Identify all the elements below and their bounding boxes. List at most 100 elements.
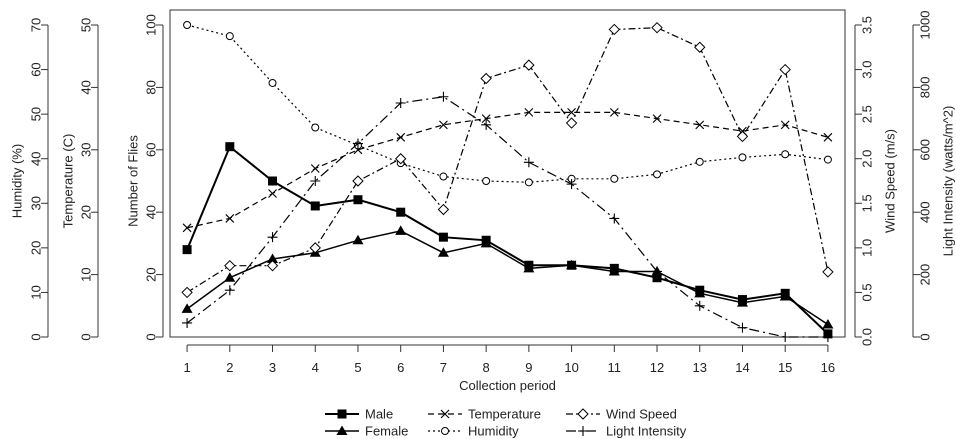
- x-tick-label: 10: [564, 360, 578, 375]
- wind-tick-label: 2.5: [860, 105, 875, 123]
- point-male: [396, 207, 406, 217]
- point-humidity: [695, 157, 704, 166]
- flies-tick-label: 40: [144, 205, 159, 219]
- point-female: [480, 237, 492, 248]
- series-line-male: [186, 145, 829, 335]
- point-temperature: [780, 120, 790, 130]
- point-wind-speed: [822, 266, 834, 278]
- legend-item-female: Female: [325, 424, 408, 439]
- flies-axis-title: Number of Flies: [126, 135, 141, 227]
- temperature-tick-label: 10: [79, 267, 94, 281]
- point-light-intensity: [481, 119, 492, 130]
- legend-label-male: Male: [365, 407, 393, 422]
- humidity-tick-label: 60: [29, 62, 44, 76]
- point-female: [352, 234, 364, 245]
- x-tick-label: 15: [778, 360, 792, 375]
- point-female: [523, 262, 535, 273]
- point-light-intensity: [822, 332, 833, 342]
- light-tick-label: 400: [918, 201, 933, 223]
- wind-tick-label: 0.0: [860, 328, 875, 346]
- flies-tick-label: 80: [144, 80, 159, 94]
- point-humidity: [183, 21, 192, 29]
- x-tick-label: 9: [525, 360, 532, 375]
- point-temperature: [481, 114, 491, 123]
- x-tick-label: 2: [226, 360, 233, 375]
- legend-label-humidity: Humidity: [468, 424, 519, 439]
- temperature-tick-label: 0: [79, 333, 94, 340]
- series-line-wind-speed: [186, 27, 829, 293]
- point-humidity: [268, 78, 277, 87]
- series-temperature: [182, 107, 833, 233]
- point-wind-speed: [181, 286, 193, 299]
- wind-tick-label: 1.5: [860, 194, 875, 212]
- legend-label-light-intensity: Light Intensity: [606, 424, 687, 439]
- point-light-intensity: [694, 300, 705, 311]
- series-female: [181, 225, 834, 329]
- x-tick-label: 16: [821, 360, 835, 375]
- point-wind-speed: [266, 259, 279, 272]
- point-light-intensity: [523, 157, 534, 168]
- x-tick-label: 5: [354, 360, 361, 375]
- wind-tick-label: 3.0: [860, 61, 875, 79]
- light-tick-label: 600: [918, 139, 933, 161]
- legend-marker-light-intensity: [578, 426, 588, 436]
- point-humidity: [311, 123, 320, 132]
- point-light-intensity: [224, 285, 235, 296]
- point-wind-speed: [480, 72, 492, 85]
- point-light-intensity: [566, 179, 577, 190]
- legend-item-wind-speed: Wind Speed: [566, 407, 677, 422]
- wind-tick-label: 1.0: [860, 239, 875, 257]
- point-wind-speed: [565, 117, 578, 129]
- point-humidity: [653, 170, 662, 179]
- point-female: [694, 287, 706, 298]
- flies-tick-label: 20: [144, 267, 159, 281]
- point-wind-speed: [608, 23, 621, 36]
- plot-frame: [169, 9, 846, 338]
- point-female: [395, 225, 407, 235]
- series-line-light-intensity: [186, 96, 828, 338]
- light-axis-title: Light Intensity (watts/m^2): [941, 106, 956, 257]
- plot-box: [169, 9, 846, 338]
- point-temperature: [268, 189, 277, 198]
- light-tick-label: 800: [918, 77, 933, 99]
- point-humidity: [823, 155, 832, 164]
- point-temperature: [609, 107, 619, 117]
- legend-marker-temperature: [440, 409, 450, 419]
- humidity-axis-title: Humidity (%): [10, 144, 25, 218]
- legend-marker-humidity: [441, 427, 449, 435]
- point-female: [224, 272, 236, 282]
- point-wind-speed: [736, 130, 749, 143]
- point-temperature: [695, 120, 705, 130]
- series-light-intensity: [182, 91, 833, 342]
- legend-item-male: Male: [325, 407, 393, 422]
- x-tick-label: 8: [483, 360, 490, 375]
- point-temperature: [524, 107, 534, 117]
- humidity-tick-label: 40: [29, 151, 44, 165]
- point-male: [310, 201, 320, 211]
- point-light-intensity: [609, 213, 620, 224]
- legend-label-female: Female: [365, 424, 408, 439]
- temperature-axis-title: Temperature (C): [61, 134, 76, 229]
- humidity-tick-label: 20: [29, 241, 44, 255]
- point-female: [608, 265, 620, 276]
- legend-marker-male: [337, 409, 347, 419]
- point-female: [736, 297, 748, 307]
- point-wind-speed: [224, 259, 236, 272]
- point-humidity: [610, 174, 619, 183]
- point-temperature: [652, 114, 662, 123]
- point-humidity: [482, 177, 491, 185]
- point-light-intensity: [352, 138, 363, 149]
- x-tick-label: 4: [312, 360, 319, 375]
- point-male: [225, 142, 235, 152]
- temperature-tick-label: 30: [79, 143, 94, 157]
- point-male: [438, 232, 448, 242]
- flies-tick-label: 60: [144, 143, 159, 157]
- legend-marker-wind-speed: [577, 408, 589, 420]
- temperature-tick-label: 50: [79, 18, 94, 32]
- flies-tick-label: 100: [144, 14, 159, 36]
- series-line-female: [186, 230, 829, 326]
- point-female: [267, 253, 279, 263]
- x-tick-label: 3: [269, 360, 276, 375]
- series-line-humidity: [186, 24, 828, 183]
